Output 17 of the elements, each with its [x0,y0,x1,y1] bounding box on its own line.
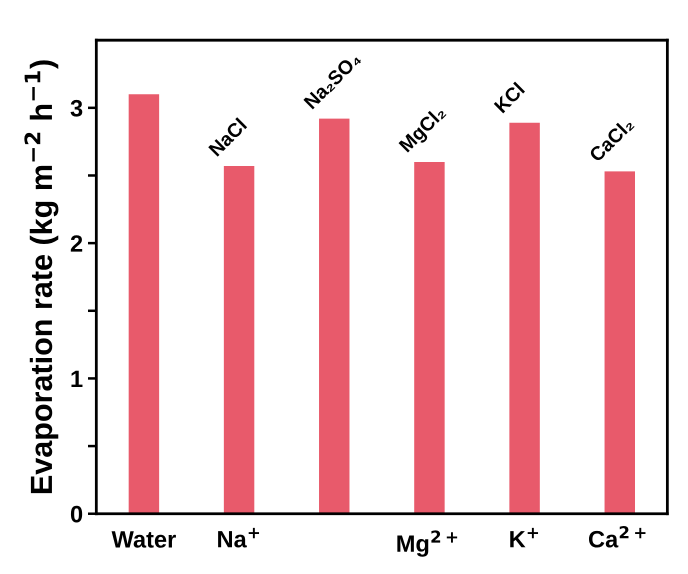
x-tick-label: Na$^{+}$ [218,528,260,548]
x-tick-label: Ca$^{2+}$ [588,526,646,548]
bar [128,94,160,514]
bar [319,118,350,514]
annotation: KCl [493,82,526,114]
bar [414,162,445,514]
x-tick-label: Water [112,531,176,548]
x-tick-label: Mg$^{2+}$ [397,530,458,557]
y-tick-label: 1 [71,370,82,387]
y-tick-label: 0 [70,506,82,523]
bar [604,171,635,514]
y-tick-label: 3 [70,100,82,117]
x-tick-label: K$^{+}$ [510,528,538,548]
y-axis-title: Evaporation rate (kg m$^{−2}$ h$^{−1}$) [24,60,58,494]
y-tick-label: 2 [70,235,82,252]
bar [224,166,254,514]
bar [509,122,540,514]
